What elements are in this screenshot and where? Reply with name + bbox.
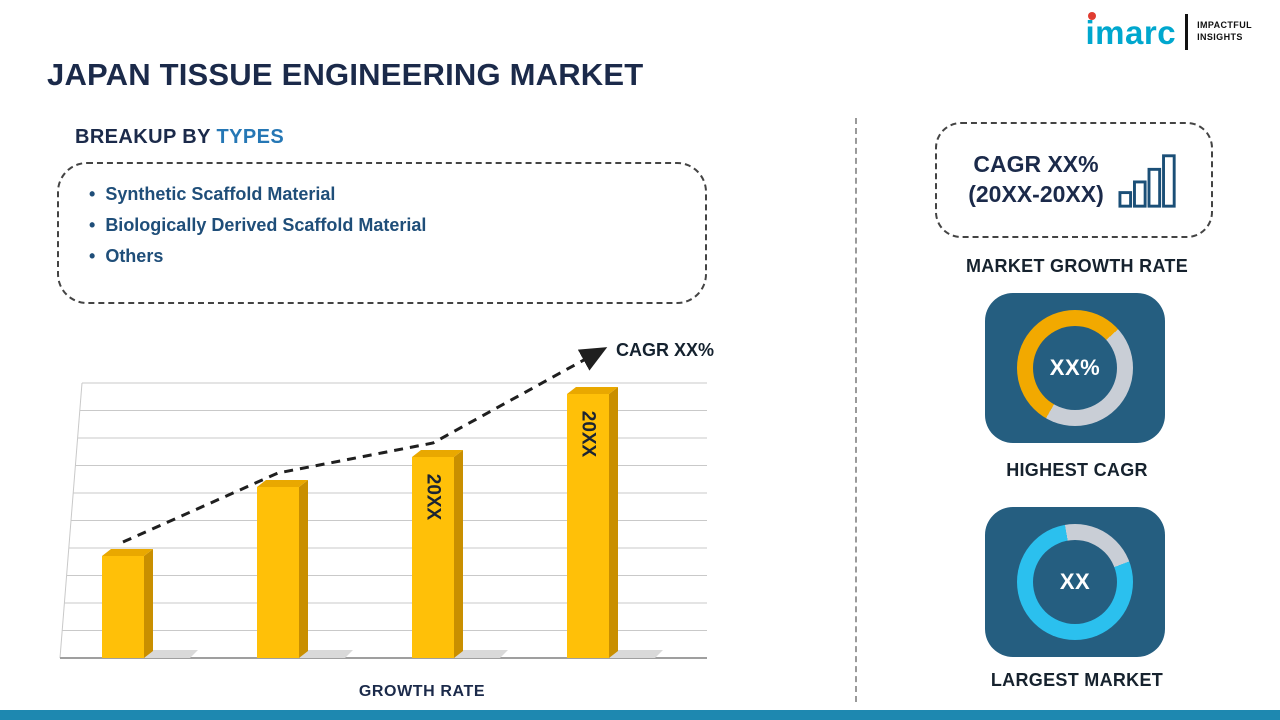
imarc-logo-red-accent-icon: [1087, 11, 1096, 20]
breakup-types-list: Synthetic Scaffold Material Biologically…: [89, 179, 675, 272]
page-title: JAPAN TISSUE ENGINEERING MARKET: [47, 57, 644, 92]
list-item: Biologically Derived Scaffold Material: [89, 210, 675, 241]
largest-market-donut: XX: [1017, 524, 1133, 640]
cagr-period: (20XX-20XX): [968, 181, 1104, 207]
logo-tagline-bottom: INSIGHTS: [1197, 32, 1243, 42]
breakup-heading: BREAKUP BY TYPES: [75, 126, 284, 149]
largest-market-tile: XX: [985, 507, 1165, 657]
imarc-logo-wordmark: imarc: [1085, 11, 1177, 51]
imarc-logo-text: imarc: [1085, 13, 1177, 51]
section-divider: [855, 118, 857, 702]
logo-divider: [1185, 14, 1189, 50]
breakup-heading-prefix: BREAKUP BY: [75, 126, 217, 148]
highest-cagr-tile: XX%: [985, 293, 1165, 443]
list-item: Synthetic Scaffold Material: [89, 179, 675, 210]
breakup-heading-accent: TYPES: [216, 126, 285, 148]
growth-rate-bar-chart-svg: 20XX 20XX CAGR XX% GROWTH RATE: [59, 340, 714, 700]
logo-tagline-top: IMPACTFUL: [1197, 20, 1252, 31]
footer-accent-bar: [0, 710, 1280, 720]
highest-cagr-donut: XX%: [1017, 310, 1133, 426]
trend-label: CAGR XX%: [616, 340, 714, 360]
svg-text:20XX: 20XX: [578, 411, 599, 458]
market-growth-rate-caption: MARKET GROWTH RATE: [965, 256, 1189, 276]
svg-text:20XX: 20XX: [423, 474, 444, 521]
highest-cagr-caption: HIGHEST CAGR: [1006, 460, 1148, 480]
largest-market-caption: LARGEST MARKET: [990, 670, 1164, 690]
list-item: Others: [89, 241, 675, 272]
x-axis-label: GROWTH RATE: [359, 683, 485, 700]
bar-chart-icon: [1118, 154, 1176, 208]
trend-arrow-line: [122, 347, 608, 544]
chart-bars: 20XX 20XX: [102, 387, 663, 658]
market-growth-rate-card: CAGR XX% (20XX-20XX): [935, 122, 1213, 238]
cagr-value: CAGR XX%: [973, 151, 1099, 178]
highest-cagr-value: XX%: [1033, 326, 1117, 410]
largest-market-value: XX: [1033, 540, 1117, 624]
logo-tagline: IMPACTFUL INSIGHTS: [1197, 20, 1252, 43]
cagr-card-text: CAGR XX% (20XX-20XX): [968, 150, 1104, 210]
imarc-logo: imarc IMPACTFUL INSIGHTS: [1085, 11, 1253, 51]
breakup-types-box: Synthetic Scaffold Material Biologically…: [57, 162, 707, 304]
growth-rate-chart: 20XX 20XX CAGR XX% GROWTH RATE: [52, 338, 752, 711]
